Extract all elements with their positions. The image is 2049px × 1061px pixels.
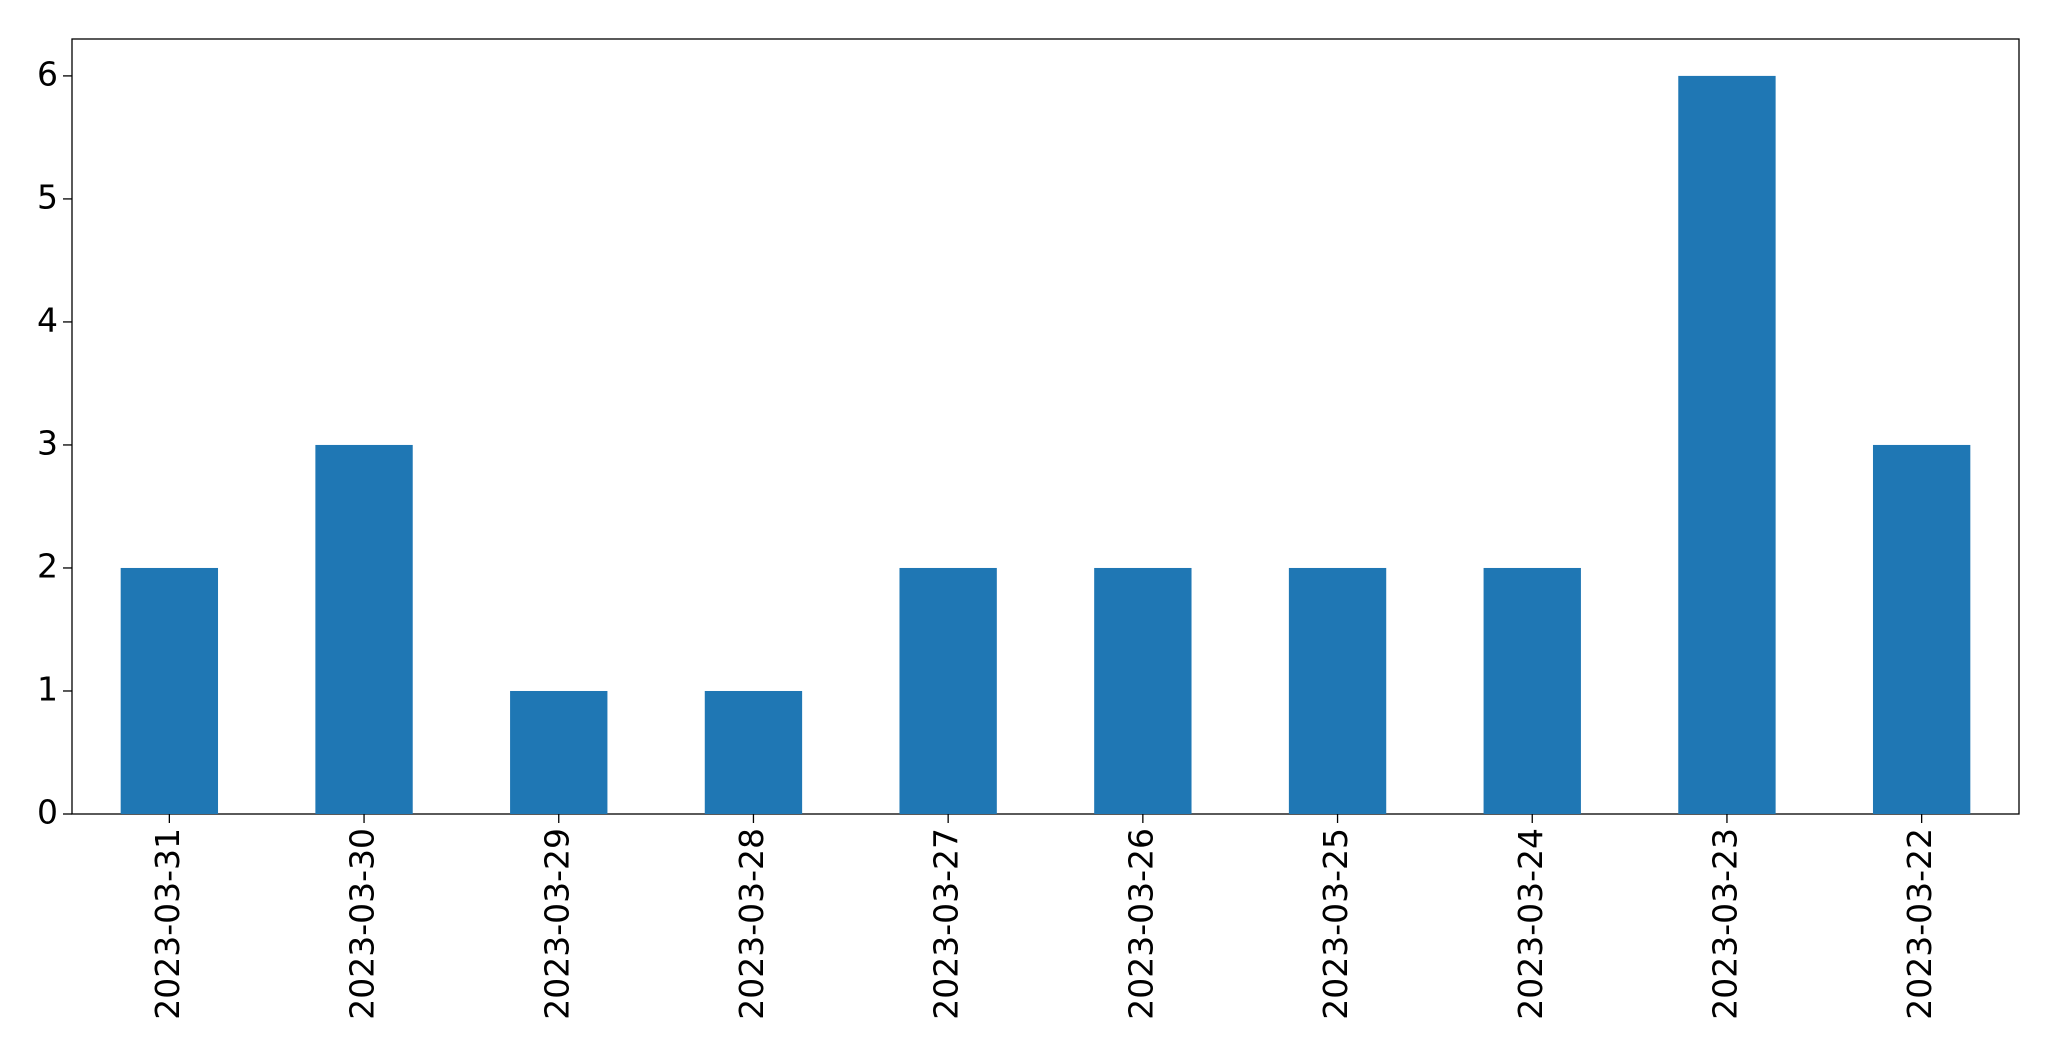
plot-frame: [71, 38, 2020, 815]
x-tick-label: 2023-03-31: [148, 828, 187, 1020]
x-tick-label: 2023-03-25: [1316, 828, 1355, 1020]
x-tick-label: 2023-03-27: [927, 828, 966, 1020]
bar: [510, 690, 608, 814]
bar: [1872, 444, 1971, 814]
y-tick-label: 3: [37, 423, 58, 462]
bar: [1678, 75, 1776, 814]
x-tick-label: 2023-03-24: [1511, 828, 1550, 1020]
bar: [899, 567, 997, 814]
x-tick-label: 2023-03-29: [537, 828, 576, 1020]
x-tick-label: 2023-03-30: [343, 828, 382, 1020]
y-tick-label: 4: [37, 300, 58, 339]
y-tick-label: 6: [37, 54, 58, 93]
x-tick-label: 2023-03-28: [732, 828, 771, 1020]
bar: [120, 567, 219, 814]
y-tick-label: 2: [37, 546, 58, 585]
y-tick-label: 1: [37, 669, 58, 708]
y-tick-label: 0: [37, 793, 58, 832]
x-tick-label: 2023-03-22: [1900, 828, 1939, 1020]
bar: [1288, 567, 1387, 814]
bar: [315, 444, 413, 814]
y-tick-label: 5: [37, 177, 58, 216]
x-tick-label: 2023-03-26: [1121, 828, 1160, 1020]
bar: [1094, 567, 1192, 814]
bar: [704, 690, 803, 814]
x-tick-label: 2023-03-23: [1705, 828, 1744, 1020]
bar: [1483, 567, 1581, 814]
